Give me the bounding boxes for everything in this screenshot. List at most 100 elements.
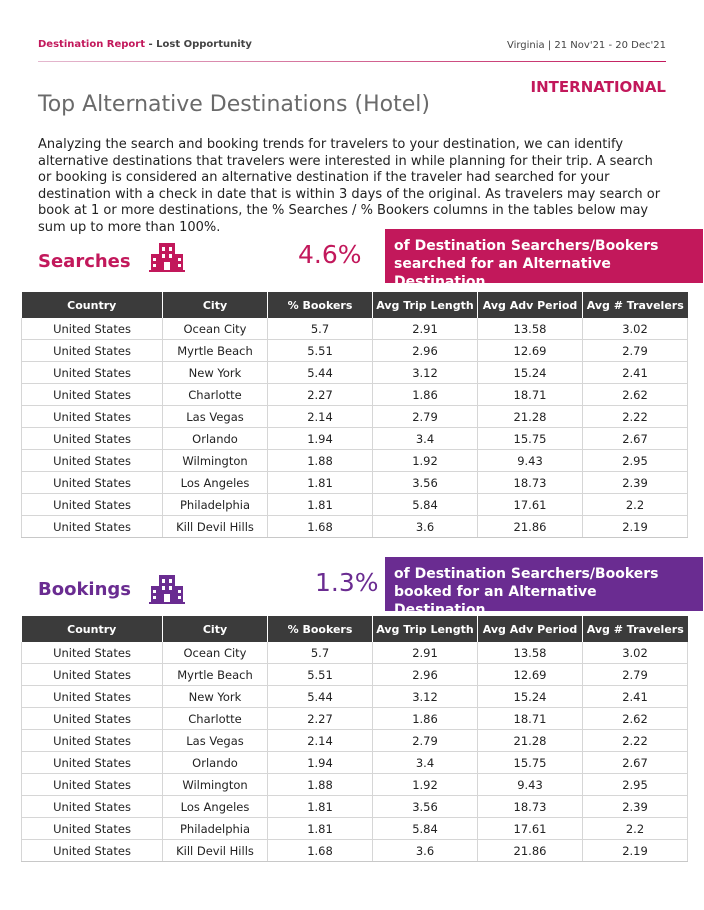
table-row: United States Las Vegas 2.14 2.79 21.28 2.22 (21, 405, 688, 428)
table-cell: 2.67 (582, 751, 688, 774)
report-meta: Virginia | 21 Nov'21 - 20 Dec'21 (506, 40, 666, 51)
table-cell: Las Vegas (162, 405, 268, 428)
table-row: United States Wilmington 1.88 1.92 9.43 2.95 (21, 449, 688, 472)
table-cell: Kill Devil Hills (162, 515, 268, 538)
table-cell: 9.43 (477, 449, 583, 472)
table-cell: 2.91 (372, 318, 478, 340)
table-cell: United States (21, 471, 163, 494)
table-cell: 2.41 (582, 361, 688, 384)
table-cell: Ocean City (162, 318, 268, 340)
region-label: INTERNATIONAL (530, 78, 666, 96)
table-row: United States Charlotte 2.27 1.86 18.71 2.62 (21, 383, 688, 406)
table-cell: 1.81 (267, 795, 373, 818)
table-cell: 5.84 (372, 817, 478, 840)
table-row: United States Orlando 1.94 3.4 15.75 2.67 (21, 427, 688, 450)
table-cell: 2.79 (582, 663, 688, 686)
table-cell: 3.56 (372, 471, 478, 494)
table-cell: 12.69 (477, 339, 583, 362)
table-cell: 5.51 (267, 339, 373, 362)
table-cell: United States (21, 817, 163, 840)
table-cell: 2.41 (582, 685, 688, 708)
table-cell: 18.73 (477, 795, 583, 818)
table-cell: United States (21, 339, 163, 362)
table-cell: 18.71 (477, 383, 583, 406)
table-cell: 5.7 (267, 642, 373, 664)
table-cell: 2.79 (372, 729, 478, 752)
table-cell: 2.62 (582, 383, 688, 406)
table-cell: United States (21, 663, 163, 686)
table-cell: 3.4 (372, 427, 478, 450)
column-header: City (162, 616, 268, 642)
page-title: Top Alternative Destinations (Hotel) (38, 92, 430, 117)
table-cell: 2.67 (582, 427, 688, 450)
table-cell: United States (21, 383, 163, 406)
table-cell: 2.95 (582, 773, 688, 796)
table-cell: 3.02 (582, 642, 688, 664)
table-cell: 15.24 (477, 685, 583, 708)
searches-percent: 4.6% (298, 240, 362, 269)
table-cell: United States (21, 839, 163, 862)
table-cell: Charlotte (162, 707, 268, 730)
bookings-percent: 1.3% (315, 568, 379, 597)
searches-table: Country City % Bookers Avg Trip Length A… (21, 292, 688, 538)
table-cell: United States (21, 729, 163, 752)
table-cell: 2.14 (267, 405, 373, 428)
table-cell: 1.92 (372, 773, 478, 796)
column-header: Avg # Travelers (582, 616, 688, 642)
table-cell: 21.86 (477, 839, 583, 862)
column-header: Avg Trip Length (372, 292, 478, 318)
table-cell: 1.68 (267, 515, 373, 538)
column-header: % Bookers (267, 616, 373, 642)
table-cell: 5.51 (267, 663, 373, 686)
table-cell: Orlando (162, 751, 268, 774)
table-cell: 1.81 (267, 471, 373, 494)
table-cell: 1.88 (267, 449, 373, 472)
table-cell: 2.19 (582, 515, 688, 538)
bookings-callout: of Destination Searchers/Bookers booked … (385, 557, 703, 618)
column-header: City (162, 292, 268, 318)
table-row: United States Kill Devil Hills 1.68 3.6 21.8… (21, 839, 688, 862)
table-cell: 5.7 (267, 318, 373, 340)
table-row: United States Wilmington 1.88 1.92 9.43 2.95 (21, 773, 688, 796)
column-header: Avg Adv Period (477, 292, 583, 318)
column-header: % Bookers (267, 292, 373, 318)
table-cell: 3.12 (372, 685, 478, 708)
table-cell: 2.79 (372, 405, 478, 428)
table-row: United States Myrtle Beach 5.51 2.96 12.69 2.… (21, 663, 688, 686)
table-cell: 2.2 (582, 493, 688, 516)
table-cell: 17.61 (477, 493, 583, 516)
table-cell: 2.27 (267, 383, 373, 406)
table-cell: 2.22 (582, 405, 688, 428)
table-row: United States Los Angeles 1.81 3.56 18.73 2.3… (21, 471, 688, 494)
table-cell: 5.44 (267, 685, 373, 708)
table-cell: 18.73 (477, 471, 583, 494)
table-cell: 21.28 (477, 729, 583, 752)
table-cell: Los Angeles (162, 471, 268, 494)
table-cell: Las Vegas (162, 729, 268, 752)
table-cell: United States (21, 773, 163, 796)
table-cell: 13.58 (477, 318, 583, 340)
table-row: United States Myrtle Beach 5.51 2.96 12.69 2.… (21, 339, 688, 362)
table-cell: New York (162, 361, 268, 384)
table-cell: Wilmington (162, 449, 268, 472)
table-cell: United States (21, 707, 163, 730)
report-name-text: Destination Report (38, 39, 146, 50)
table-cell: 2.22 (582, 729, 688, 752)
table-cell: 15.75 (477, 751, 583, 774)
table-cell: 2.62 (582, 707, 688, 730)
table-cell: 12.69 (477, 663, 583, 686)
table-row: United States Orlando 1.94 3.4 15.75 2.67 (21, 751, 688, 774)
table-cell: United States (21, 515, 163, 538)
header-divider (38, 61, 666, 62)
table-cell: Myrtle Beach (162, 339, 268, 362)
table-cell: 2.2 (582, 817, 688, 840)
table-cell: 9.43 (477, 773, 583, 796)
table-cell: 3.56 (372, 795, 478, 818)
hotel-building-icon (149, 575, 185, 604)
table-cell: United States (21, 318, 163, 340)
table-row: United States Ocean City 5.7 2.91 13.58 3.02 (21, 642, 688, 664)
table-cell: 1.94 (267, 751, 373, 774)
table-cell: 17.61 (477, 817, 583, 840)
column-header: Country (21, 616, 163, 642)
column-header: Avg # Travelers (582, 292, 688, 318)
